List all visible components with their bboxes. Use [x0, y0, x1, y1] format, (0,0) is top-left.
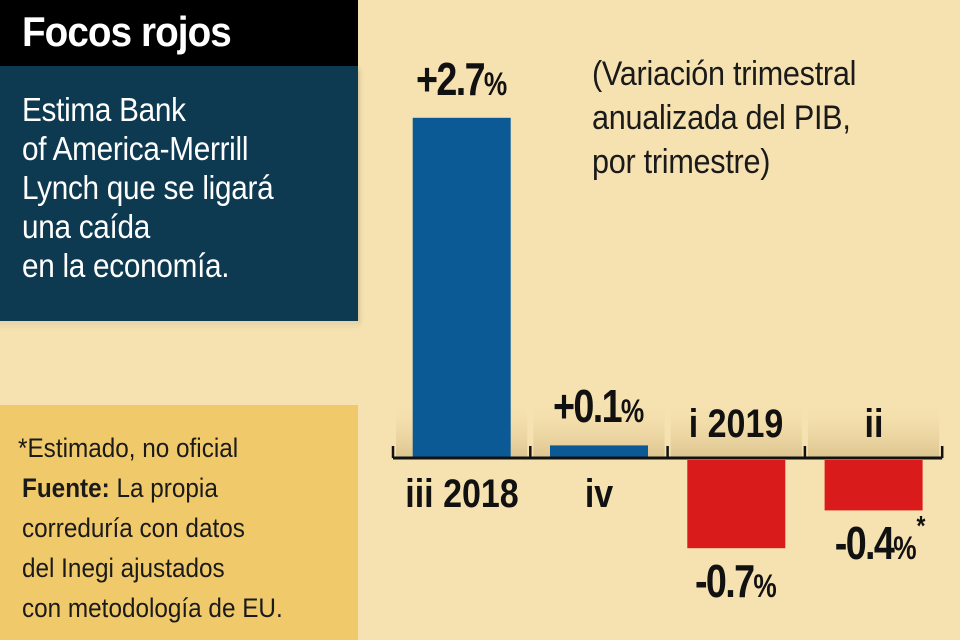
header-bar: Focos rojos — [0, 0, 358, 66]
slot-shading — [670, 398, 802, 458]
chart-title: Focos rojos — [22, 8, 232, 55]
bar-iii-2018 — [412, 117, 511, 459]
value-number: +0.1 — [553, 380, 623, 433]
slot-shading — [807, 398, 940, 458]
left-column: Focos rojos Estima Bank of America-Merri… — [0, 0, 358, 640]
value-suffix: % — [893, 530, 917, 567]
value-suffix: % — [484, 65, 508, 102]
value-suffix: % — [753, 568, 777, 605]
category-label: iii 2018 — [404, 472, 519, 516]
footnote: *Estimado, no oficial — [18, 433, 239, 463]
value-label: -0.4%* — [834, 510, 926, 570]
category-label: iv — [584, 472, 614, 516]
value-number: +2.7 — [416, 52, 486, 105]
bar-i-2019 — [687, 460, 786, 549]
source-line: Fuente: La propia — [22, 471, 218, 505]
summary-text: Estima Bank of America-Merrill Lynch que… — [22, 91, 274, 284]
source-text: correduría con datos — [22, 513, 245, 543]
source-text: con metodología de EU. — [22, 593, 283, 623]
bar-chart: (Variación trimestral anualizada del PIB… — [358, 0, 960, 640]
bar-ii — [824, 460, 923, 511]
value-label: +2.7% — [416, 52, 507, 106]
notes-panel: *Estimado, no oficial Fuente: La propia … — [0, 405, 358, 640]
source-text: La propia — [116, 473, 218, 503]
source-label: Fuente: — [22, 473, 110, 503]
value-label: -0.7% — [695, 554, 777, 608]
source-text: del Inegi ajustados — [22, 553, 225, 583]
estimated-marker: * — [916, 510, 926, 542]
value-number: -0.7 — [695, 555, 755, 608]
panel-divider — [0, 321, 358, 405]
category-label: ii — [864, 402, 883, 446]
bar-iv — [550, 445, 648, 458]
value-number: -0.4 — [834, 517, 895, 570]
chart-plot — [391, 117, 944, 549]
value-suffix: % — [621, 393, 645, 430]
value-label: +0.1% — [553, 379, 644, 433]
summary-panel: Estima Bank of America-Merrill Lynch que… — [0, 66, 358, 321]
chart-subtitle: (Variación trimestral anualizada del PIB… — [592, 55, 857, 181]
category-label: i 2019 — [688, 402, 784, 446]
